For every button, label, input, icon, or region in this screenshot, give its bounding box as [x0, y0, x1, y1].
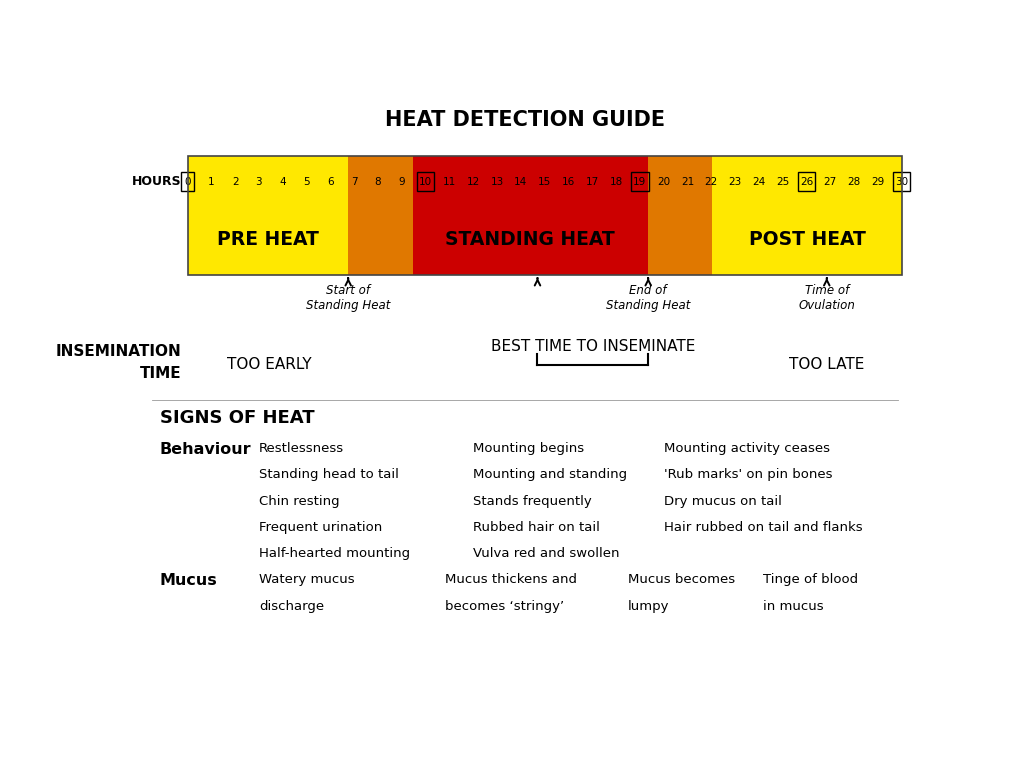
Text: 12: 12: [467, 177, 480, 187]
Text: Mucus thickens and: Mucus thickens and: [445, 574, 578, 587]
Text: 16: 16: [562, 177, 575, 187]
Bar: [631, 172, 648, 191]
Text: 7: 7: [351, 177, 357, 187]
Text: 6: 6: [327, 177, 334, 187]
Text: Hair rubbed on tail and flanks: Hair rubbed on tail and flanks: [664, 521, 862, 534]
Text: TOO LATE: TOO LATE: [790, 357, 864, 372]
Text: 3: 3: [256, 177, 262, 187]
Text: HOURS: HOURS: [131, 175, 181, 188]
Text: Start of
Standing Heat: Start of Standing Heat: [306, 284, 390, 312]
Bar: [713, 156, 902, 275]
Text: Stands frequently: Stands frequently: [473, 494, 592, 508]
Bar: [187, 156, 348, 275]
Text: 22: 22: [705, 177, 718, 187]
Text: End of
Standing Heat: End of Standing Heat: [606, 284, 690, 312]
Bar: [798, 172, 815, 191]
Text: 'Rub marks' on pin bones: 'Rub marks' on pin bones: [664, 468, 833, 481]
Bar: [648, 156, 713, 275]
Text: STANDING HEAT: STANDING HEAT: [445, 229, 615, 249]
Text: 0: 0: [184, 177, 190, 187]
Text: 27: 27: [823, 177, 837, 187]
Text: 13: 13: [490, 177, 504, 187]
Text: BEST TIME TO INSEMINATE: BEST TIME TO INSEMINATE: [490, 339, 695, 353]
Bar: [893, 172, 910, 191]
Text: 17: 17: [586, 177, 599, 187]
Text: 21: 21: [681, 177, 694, 187]
Text: PRE HEAT: PRE HEAT: [217, 229, 318, 249]
Text: Rubbed hair on tail: Rubbed hair on tail: [473, 521, 600, 534]
Text: 1: 1: [208, 177, 215, 187]
Text: INSEMINATION: INSEMINATION: [55, 343, 181, 359]
Bar: [181, 172, 194, 191]
Bar: [348, 156, 413, 275]
Text: Half-hearted mounting: Half-hearted mounting: [259, 547, 410, 560]
Text: 30: 30: [895, 177, 908, 187]
Text: Vulva red and swollen: Vulva red and swollen: [473, 547, 620, 560]
Text: Time of
Ovulation: Time of Ovulation: [799, 284, 855, 312]
Text: Chin resting: Chin resting: [259, 494, 340, 508]
Text: 23: 23: [728, 177, 741, 187]
Text: Tinge of blood: Tinge of blood: [763, 574, 858, 587]
Text: TIME: TIME: [139, 367, 181, 381]
Text: 29: 29: [871, 177, 885, 187]
Text: Restlessness: Restlessness: [259, 442, 344, 455]
Text: 24: 24: [753, 177, 766, 187]
Text: 2: 2: [231, 177, 239, 187]
Text: 5: 5: [303, 177, 310, 187]
Text: Mounting and standing: Mounting and standing: [473, 468, 628, 481]
FancyBboxPatch shape: [120, 87, 930, 699]
Bar: [413, 156, 648, 275]
Text: Mucus becomes: Mucus becomes: [628, 574, 735, 587]
Bar: [187, 156, 902, 275]
Text: 9: 9: [398, 177, 406, 187]
Text: Watery mucus: Watery mucus: [259, 574, 354, 587]
Text: lumpy: lumpy: [628, 600, 670, 613]
Text: Mounting begins: Mounting begins: [473, 442, 585, 455]
Text: POST HEAT: POST HEAT: [749, 229, 865, 249]
Text: 10: 10: [419, 177, 432, 187]
Text: 18: 18: [609, 177, 623, 187]
Text: 25: 25: [776, 177, 790, 187]
Text: Frequent urination: Frequent urination: [259, 521, 382, 534]
Text: 20: 20: [657, 177, 671, 187]
Text: 19: 19: [633, 177, 646, 187]
Text: 14: 14: [514, 177, 527, 187]
Text: discharge: discharge: [259, 600, 324, 613]
Text: in mucus: in mucus: [763, 600, 823, 613]
Text: 8: 8: [375, 177, 381, 187]
Text: Mucus: Mucus: [160, 574, 217, 588]
Text: Dry mucus on tail: Dry mucus on tail: [664, 494, 781, 508]
Text: 4: 4: [280, 177, 286, 187]
Text: 15: 15: [538, 177, 551, 187]
Text: 26: 26: [800, 177, 813, 187]
Text: 11: 11: [442, 177, 456, 187]
Text: TOO EARLY: TOO EARLY: [227, 357, 312, 372]
Text: Mounting activity ceases: Mounting activity ceases: [664, 442, 829, 455]
Text: SIGNS OF HEAT: SIGNS OF HEAT: [160, 409, 314, 427]
Bar: [417, 172, 434, 191]
Text: Standing head to tail: Standing head to tail: [259, 468, 398, 481]
Text: becomes ‘stringy’: becomes ‘stringy’: [445, 600, 564, 613]
Text: 28: 28: [848, 177, 861, 187]
Text: HEAT DETECTION GUIDE: HEAT DETECTION GUIDE: [385, 110, 665, 130]
Text: Behaviour: Behaviour: [160, 442, 251, 457]
